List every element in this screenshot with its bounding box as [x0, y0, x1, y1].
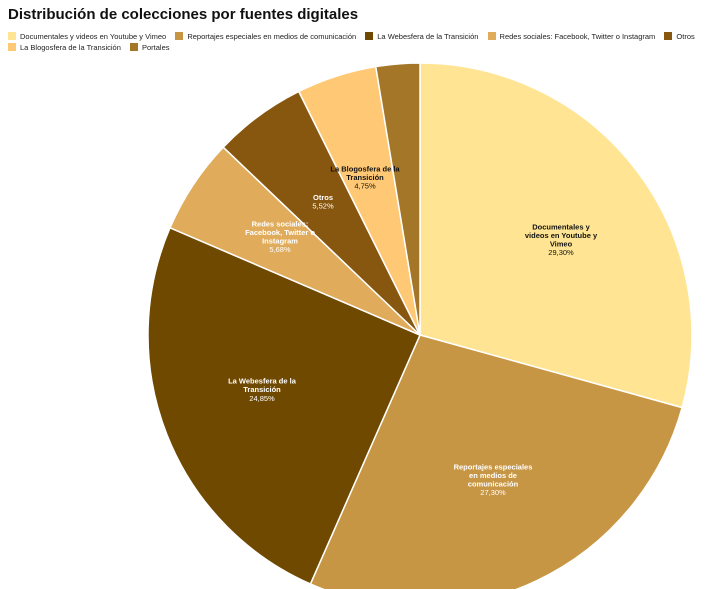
- pie-slice[interactable]: [374, 62, 421, 336]
- slice-label: Facebook, Twitter o: [245, 228, 315, 237]
- slice-value-label: 27,30%: [480, 488, 506, 497]
- legend-label: Otros: [676, 32, 695, 41]
- slice-label: comunicación: [468, 480, 519, 489]
- slice-label: La Blogosfera de la: [330, 165, 400, 174]
- slice-label: videos en Youtube y: [525, 231, 598, 240]
- legend-label: Redes sociales: Facebook, Twitter o Inst…: [499, 32, 656, 41]
- slice-value-label: 5,68%: [269, 245, 291, 254]
- legend-item[interactable]: Documentales y videos en Youtube y Vimeo: [8, 31, 166, 42]
- slice-label: Documentales y: [532, 222, 590, 231]
- pie-slice[interactable]: [147, 226, 421, 585]
- slice-label: Transición: [346, 173, 384, 182]
- legend-swatch: [487, 32, 496, 40]
- pie-slice[interactable]: [419, 62, 693, 409]
- legend-swatch: [8, 43, 16, 51]
- pie-slice[interactable]: [309, 334, 684, 589]
- legend-swatch: [8, 32, 16, 40]
- slice-label: Reportajes especiales: [454, 462, 533, 471]
- slice-label: Transición: [243, 385, 281, 394]
- legend-label: Portales: [142, 43, 170, 52]
- slice-value-label: 29,30%: [548, 248, 574, 257]
- slice-label: Instagram: [262, 236, 298, 245]
- legend-label: Documentales y videos en Youtube y Vimeo: [20, 32, 167, 41]
- legend-item[interactable]: Redes sociales: Facebook, Twitter o Inst…: [487, 31, 656, 42]
- slice-label: en medios de: [469, 471, 517, 480]
- slice-label-group: Redes sociales:Facebook, Twitter oInstag…: [245, 219, 315, 254]
- legend-item[interactable]: Otros: [664, 31, 695, 42]
- pie-slices: [147, 62, 693, 589]
- slice-value-label: 24,85%: [249, 394, 275, 403]
- legend-item[interactable]: Portales: [130, 42, 170, 53]
- legend-label: Reportajes especiales en medios de comun…: [187, 32, 357, 41]
- legend-item[interactable]: Reportajes especiales en medios de comun…: [175, 31, 356, 42]
- slice-label: Redes sociales:: [252, 219, 309, 228]
- legend-swatch: [664, 32, 673, 40]
- legend-item[interactable]: La Blogosfera de la Transición: [8, 42, 121, 53]
- slice-value-label: 4,75%: [354, 182, 376, 191]
- legend-label: La Webesfera de la Transición: [377, 32, 479, 41]
- legend-swatch: [175, 32, 184, 40]
- chart-legend: Documentales y videos en Youtube y Vimeo…: [8, 31, 727, 53]
- legend-label: La Blogosfera de la Transición: [20, 43, 121, 52]
- slice-label: Vimeo: [550, 239, 573, 248]
- legend-item[interactable]: La Webesfera de la Transición: [365, 31, 478, 42]
- legend-swatch: [365, 32, 374, 40]
- legend-swatch: [130, 43, 138, 51]
- slice-value-label: 5,52%: [312, 201, 334, 210]
- chart-title: Distribución de colecciones por fuentes …: [8, 6, 359, 23]
- slice-label: La Webesfera de la: [228, 377, 297, 386]
- slice-label: Otros: [313, 193, 333, 202]
